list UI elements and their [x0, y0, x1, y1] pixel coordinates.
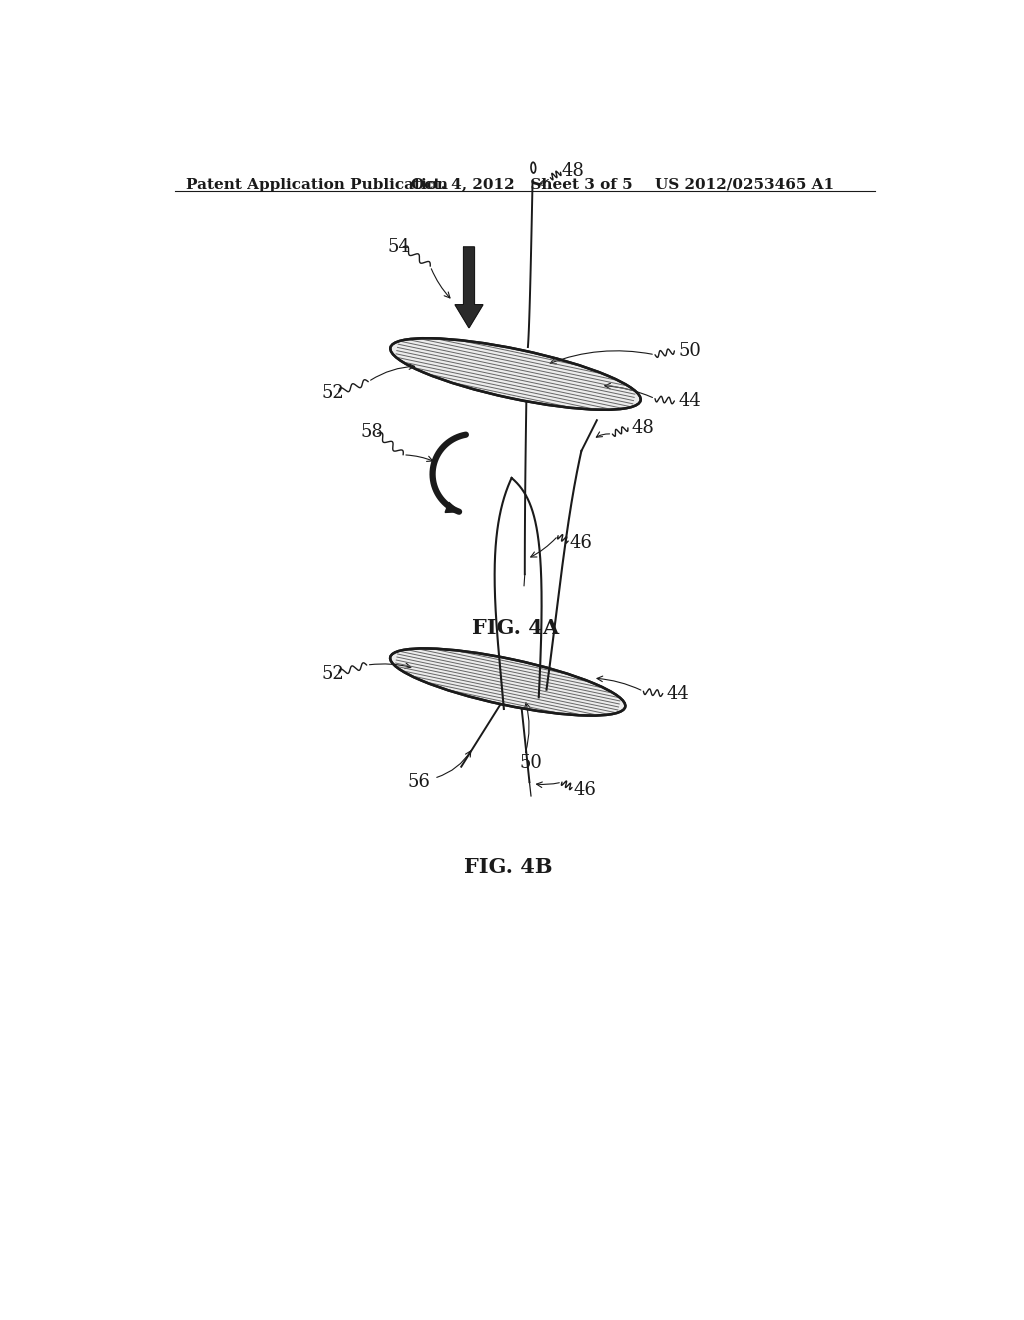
Text: US 2012/0253465 A1: US 2012/0253465 A1 [655, 178, 835, 191]
Text: 46: 46 [569, 535, 593, 552]
Text: 44: 44 [667, 685, 689, 702]
Ellipse shape [531, 162, 536, 173]
Text: 46: 46 [573, 781, 597, 799]
Text: 58: 58 [360, 422, 383, 441]
Text: Oct. 4, 2012   Sheet 3 of 5: Oct. 4, 2012 Sheet 3 of 5 [411, 178, 633, 191]
Text: 48: 48 [632, 418, 654, 437]
Text: 54: 54 [388, 238, 411, 256]
Text: 56: 56 [408, 774, 430, 791]
Text: Patent Application Publication: Patent Application Publication [186, 178, 449, 191]
Text: 52: 52 [322, 665, 344, 684]
Text: 50: 50 [678, 342, 701, 360]
Text: FIG. 4B: FIG. 4B [464, 857, 552, 876]
Text: 50: 50 [519, 754, 543, 772]
Polygon shape [455, 247, 483, 327]
Ellipse shape [390, 648, 626, 715]
Polygon shape [445, 503, 459, 512]
Ellipse shape [390, 338, 641, 409]
Text: 52: 52 [322, 384, 344, 403]
Text: 44: 44 [678, 392, 701, 411]
Text: FIG. 4A: FIG. 4A [472, 618, 559, 638]
Text: 48: 48 [562, 162, 585, 181]
